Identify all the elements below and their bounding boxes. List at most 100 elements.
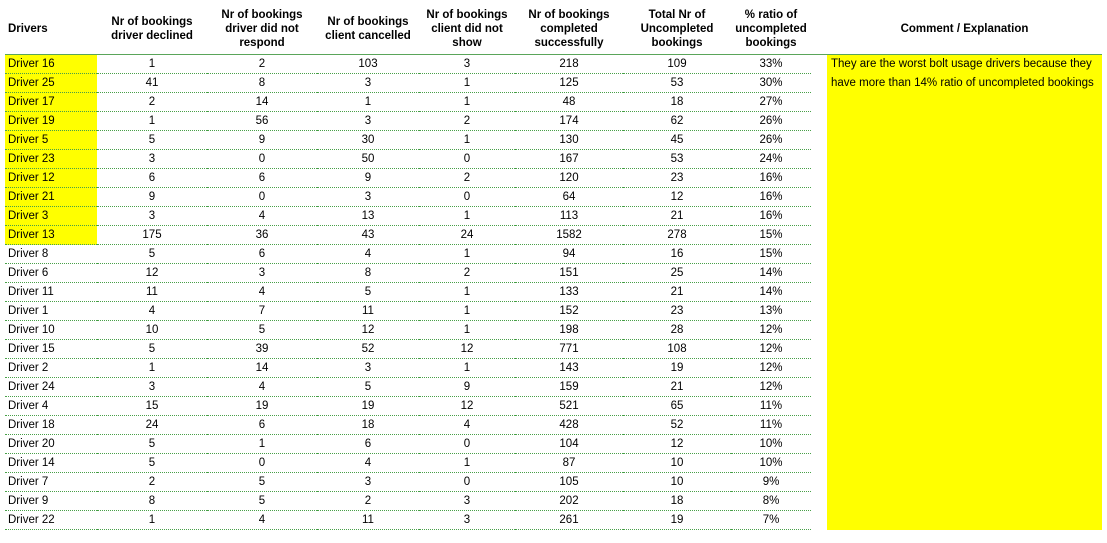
cell-uncompleted[interactable]: 21 [623,282,731,302]
cell-client-cancelled[interactable]: 3 [317,73,419,93]
comment-cell[interactable] [827,377,1102,397]
comment-cell[interactable] [827,434,1102,454]
cell-declined[interactable]: 1 [97,358,207,378]
comment-cell[interactable] [827,358,1102,378]
cell-declined[interactable]: 9 [97,187,207,207]
cell-declined[interactable]: 175 [97,225,207,245]
cell-uncompleted[interactable]: 21 [623,206,731,226]
cell-driver[interactable]: Driver 10 [5,320,97,340]
cell-no-show[interactable]: 4 [419,415,515,435]
cell-completed[interactable]: 152 [515,301,623,321]
cell-declined[interactable]: 2 [97,92,207,112]
cell-no-show[interactable]: 0 [419,187,515,207]
cell-no-show[interactable]: 24 [419,225,515,245]
comment-cell[interactable]: have more than 14% ratio of uncompleted … [827,73,1102,93]
cell-uncompleted[interactable]: 21 [623,377,731,397]
cell-client-cancelled[interactable]: 2 [317,491,419,511]
cell-client-cancelled[interactable]: 43 [317,225,419,245]
cell-ratio[interactable]: 14% [731,282,811,302]
cell-client-cancelled[interactable]: 5 [317,377,419,397]
cell-client-cancelled[interactable]: 18 [317,415,419,435]
cell-uncompleted[interactable]: 10 [623,472,731,492]
header-uncompleted[interactable]: Total Nr of Uncompleted bookings [623,4,731,55]
cell-client-cancelled[interactable]: 30 [317,130,419,150]
cell-uncompleted[interactable]: 19 [623,358,731,378]
cell-no-respond[interactable]: 0 [207,453,317,473]
cell-completed[interactable]: 218 [515,54,623,74]
cell-no-respond[interactable]: 56 [207,111,317,131]
cell-no-respond[interactable]: 19 [207,396,317,416]
cell-uncompleted[interactable]: 16 [623,244,731,264]
cell-client-cancelled[interactable]: 4 [317,453,419,473]
cell-ratio[interactable]: 8% [731,491,811,511]
cell-driver[interactable]: Driver 5 [5,130,97,150]
cell-no-respond[interactable]: 9 [207,130,317,150]
cell-ratio[interactable]: 30% [731,73,811,93]
header-client-cancelled[interactable]: Nr of bookings client cancelled [317,4,419,55]
comment-cell[interactable]: They are the worst bolt usage drivers be… [827,54,1102,74]
cell-ratio[interactable]: 11% [731,415,811,435]
cell-no-show[interactable]: 3 [419,54,515,74]
cell-driver[interactable]: Driver 11 [5,282,97,302]
cell-no-respond[interactable]: 4 [207,377,317,397]
cell-uncompleted[interactable]: 19 [623,510,731,530]
cell-declined[interactable]: 11 [97,282,207,302]
cell-declined[interactable]: 5 [97,434,207,454]
cell-ratio[interactable]: 7% [731,510,811,530]
cell-completed[interactable]: 261 [515,510,623,530]
cell-driver[interactable]: Driver 3 [5,206,97,226]
cell-no-respond[interactable]: 36 [207,225,317,245]
cell-declined[interactable]: 1 [97,54,207,74]
cell-declined[interactable]: 12 [97,263,207,283]
cell-declined[interactable]: 2 [97,472,207,492]
header-no-show[interactable]: Nr of bookings client did not show [419,4,515,55]
cell-no-respond[interactable]: 0 [207,187,317,207]
cell-uncompleted[interactable]: 109 [623,54,731,74]
cell-uncompleted[interactable]: 62 [623,111,731,131]
cell-completed[interactable]: 105 [515,472,623,492]
cell-declined[interactable]: 10 [97,320,207,340]
cell-ratio[interactable]: 16% [731,206,811,226]
cell-completed[interactable]: 94 [515,244,623,264]
cell-driver[interactable]: Driver 4 [5,396,97,416]
cell-no-show[interactable]: 1 [419,130,515,150]
comment-cell[interactable] [827,282,1102,302]
cell-driver[interactable]: Driver 7 [5,472,97,492]
cell-no-respond[interactable]: 3 [207,263,317,283]
comment-cell[interactable] [827,168,1102,188]
cell-ratio[interactable]: 10% [731,434,811,454]
cell-declined[interactable]: 3 [97,206,207,226]
cell-no-respond[interactable]: 4 [207,282,317,302]
cell-no-respond[interactable]: 4 [207,206,317,226]
cell-ratio[interactable]: 26% [731,111,811,131]
cell-uncompleted[interactable]: 53 [623,149,731,169]
cell-no-show[interactable]: 1 [419,301,515,321]
cell-uncompleted[interactable]: 52 [623,415,731,435]
cell-uncompleted[interactable]: 278 [623,225,731,245]
cell-client-cancelled[interactable]: 19 [317,396,419,416]
cell-driver[interactable]: Driver 1 [5,301,97,321]
cell-driver[interactable]: Driver 23 [5,149,97,169]
cell-uncompleted[interactable]: 108 [623,339,731,359]
cell-declined[interactable]: 6 [97,168,207,188]
cell-uncompleted[interactable]: 18 [623,491,731,511]
cell-declined[interactable]: 1 [97,510,207,530]
cell-no-show[interactable]: 1 [419,244,515,264]
cell-ratio[interactable]: 15% [731,244,811,264]
cell-completed[interactable]: 159 [515,377,623,397]
comment-cell[interactable] [827,92,1102,112]
cell-client-cancelled[interactable]: 1 [317,92,419,112]
cell-driver[interactable]: Driver 21 [5,187,97,207]
cell-no-show[interactable]: 1 [419,92,515,112]
cell-completed[interactable]: 87 [515,453,623,473]
cell-ratio[interactable]: 11% [731,396,811,416]
cell-driver[interactable]: Driver 9 [5,491,97,511]
cell-no-show[interactable]: 1 [419,320,515,340]
cell-completed[interactable]: 771 [515,339,623,359]
cell-completed[interactable]: 174 [515,111,623,131]
cell-client-cancelled[interactable]: 8 [317,263,419,283]
cell-ratio[interactable]: 10% [731,453,811,473]
cell-driver[interactable]: Driver 24 [5,377,97,397]
cell-completed[interactable]: 48 [515,92,623,112]
cell-no-show[interactable]: 0 [419,472,515,492]
